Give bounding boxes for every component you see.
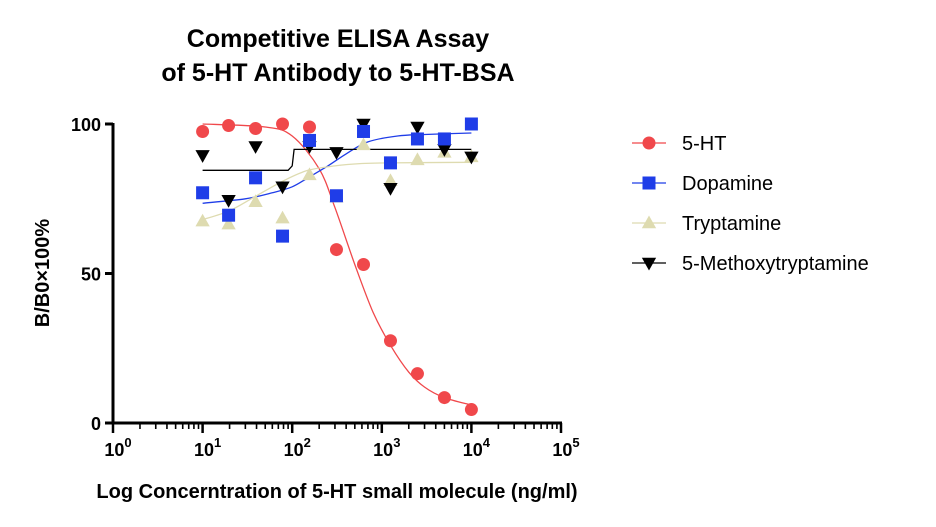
fit-curve-series-3 — [202, 148, 472, 171]
data-point-series-0 — [196, 124, 210, 138]
fit-curve-series-0 — [202, 123, 472, 406]
legend-marker — [642, 176, 656, 190]
data-point-series-1 — [410, 132, 424, 146]
data-point-series-2 — [221, 216, 236, 230]
data-point-series-0 — [276, 117, 290, 131]
x-tick-label: 103 — [373, 435, 400, 460]
x-ticks: 100 101 102 103 104 105 — [104, 423, 580, 460]
data-point-series-1 — [222, 208, 236, 222]
data-point-series-3 — [195, 150, 210, 163]
data-markers — [195, 117, 479, 417]
fit-curve-series-1 — [202, 132, 472, 204]
legend-label: 5-HT — [682, 133, 726, 155]
data-point-series-3 — [464, 151, 479, 165]
legend-label: 5-Methoxytryptamine — [682, 253, 869, 275]
legend-label: Dopamine — [682, 173, 773, 195]
data-point-series-0 — [464, 403, 478, 417]
data-point-series-1 — [196, 186, 210, 200]
data-point-series-2 — [195, 213, 210, 227]
legend-marker — [641, 215, 657, 229]
data-point-series-0 — [303, 120, 317, 134]
data-point-series-3 — [275, 181, 290, 195]
y-ticks: 0 50 100 — [71, 115, 113, 434]
legend-marker — [642, 136, 656, 150]
data-point-series-2 — [356, 137, 371, 151]
x-tick-label: 104 — [463, 435, 491, 460]
x-tick-label: 101 — [194, 435, 221, 460]
data-point-series-3 — [437, 144, 452, 157]
data-point-series-3 — [410, 121, 425, 135]
data-point-series-0 — [383, 334, 397, 348]
y-axis-label: B/B0×100% — [32, 219, 54, 328]
chart-title-line-1: Competitive ELISA Assay — [187, 25, 490, 53]
data-point-series-1 — [357, 124, 371, 138]
data-point-series-1 — [383, 156, 397, 170]
data-point-series-2 — [248, 194, 263, 207]
data-point-series-1 — [464, 117, 478, 131]
legend-marker — [641, 257, 657, 271]
x-tick-label: 100 — [104, 435, 131, 460]
y-tick-label: 0 — [91, 414, 101, 434]
data-point-series-2 — [410, 152, 425, 166]
y-tick-label: 50 — [81, 265, 101, 285]
data-point-series-0 — [357, 258, 371, 272]
x-axis-label: Log Concerntration of 5-HT small molecul… — [96, 481, 577, 503]
data-point-series-3 — [248, 141, 263, 154]
data-point-series-0 — [249, 121, 263, 135]
data-point-series-3 — [383, 183, 398, 196]
legend: 5-HT Dopamine Tryptamine 5-Methoxytryptamin… — [632, 133, 869, 275]
data-point-series-1 — [329, 189, 343, 203]
x-tick-label: 105 — [552, 435, 579, 460]
data-point-series-2 — [383, 173, 398, 187]
legend-label: Tryptamine — [682, 213, 781, 235]
data-point-series-1 — [249, 171, 263, 185]
data-point-series-3 — [221, 195, 236, 208]
data-point-series-0 — [222, 118, 236, 132]
x-tick-label: 102 — [284, 435, 311, 460]
fit-curves — [202, 123, 472, 406]
data-point-series-2 — [302, 167, 317, 181]
data-point-series-1 — [303, 133, 317, 147]
chart-title-line-2: of 5-HT Antibody to 5-HT-BSA — [161, 59, 514, 87]
data-point-series-0 — [329, 243, 343, 257]
data-point-series-1 — [276, 229, 290, 243]
data-point-series-3 — [329, 147, 344, 160]
y-tick-label: 100 — [71, 115, 101, 135]
data-point-series-1 — [437, 132, 451, 146]
data-point-series-0 — [437, 391, 451, 405]
data-point-series-2 — [275, 210, 290, 224]
data-point-series-0 — [410, 367, 424, 381]
